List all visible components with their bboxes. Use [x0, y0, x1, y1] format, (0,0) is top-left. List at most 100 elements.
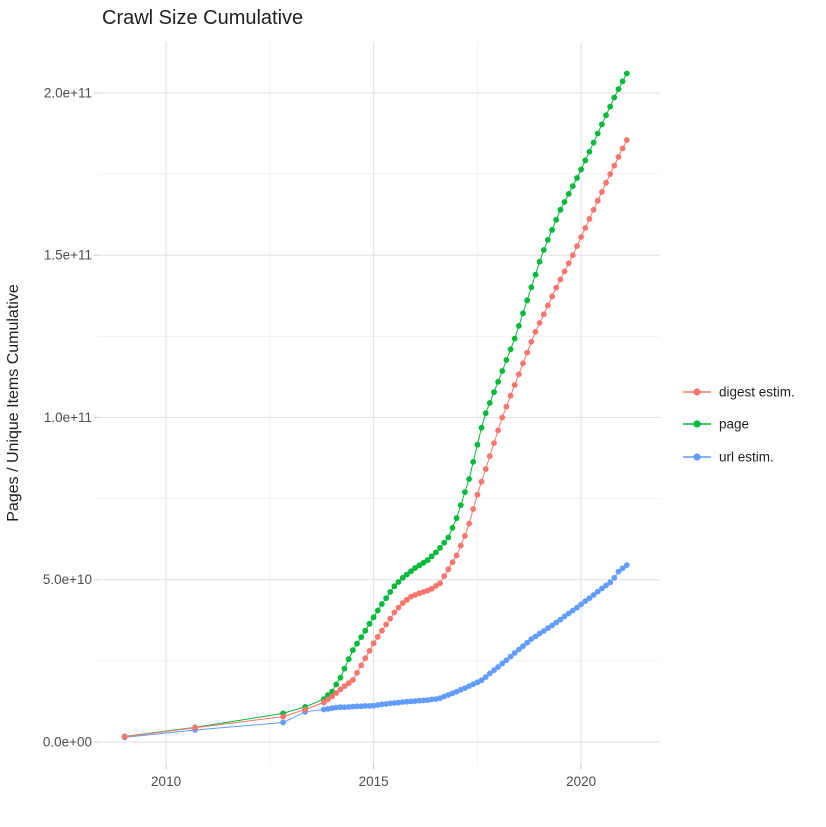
- data-point-page: [603, 112, 609, 119]
- data-point-url-estim: [623, 562, 630, 568]
- data-point-url-estim: [619, 565, 626, 572]
- x-tick-label: 2020: [566, 774, 596, 789]
- data-point-digest-estim: [503, 403, 510, 410]
- data-point-digest-estim: [428, 585, 435, 592]
- data-point-digest-estim: [453, 552, 460, 559]
- data-point-digest-estim: [383, 621, 389, 628]
- data-point-url-estim: [511, 650, 518, 656]
- data-point-digest-estim: [532, 328, 539, 335]
- data-point-digest-estim: [619, 145, 626, 152]
- data-point-digest-estim: [586, 216, 593, 222]
- data-point-digest-estim: [379, 627, 385, 634]
- data-point-url-estim: [578, 601, 584, 608]
- data-point-url-estim: [553, 619, 560, 626]
- data-point-digest-estim: [470, 506, 477, 512]
- data-point-url-estim: [280, 719, 286, 726]
- data-point-page: [391, 583, 398, 590]
- data-point-page: [399, 574, 406, 581]
- data-point-url-estim: [574, 604, 580, 611]
- data-point-digest-estim: [524, 349, 531, 356]
- data-point-digest-estim: [362, 655, 369, 662]
- y-tick-label: 0.0e+00: [43, 734, 92, 749]
- data-point-url-estim: [354, 703, 360, 710]
- y-tick-label: 5.0e+10: [43, 572, 92, 587]
- data-point-digest-estim: [507, 392, 514, 399]
- data-point-digest-estim: [192, 724, 199, 731]
- data-point-url-estim: [516, 646, 522, 653]
- data-point-digest-estim: [354, 669, 360, 676]
- data-point-url-estim: [379, 701, 385, 708]
- data-point-digest-estim: [603, 179, 609, 186]
- data-point-page: [561, 199, 568, 205]
- data-point-page: [345, 656, 352, 663]
- data-point-page: [569, 183, 576, 190]
- data-point-page: [366, 620, 373, 627]
- data-point-page: [491, 389, 497, 395]
- data-point-url-estim: [532, 633, 539, 640]
- data-point-digest-estim: [395, 604, 402, 611]
- data-point-digest-estim: [482, 466, 489, 472]
- data-point-digest-estim: [466, 520, 472, 527]
- data-point-digest-estim: [499, 414, 506, 421]
- data-point-url-estim: [482, 674, 489, 680]
- data-point-digest-estim: [121, 733, 128, 740]
- data-point-digest-estim: [599, 189, 605, 195]
- data-point-digest-estim: [366, 647, 373, 654]
- data-point-digest-estim: [374, 633, 381, 640]
- data-point-page: [395, 579, 402, 585]
- data-point-digest-estim: [441, 573, 448, 579]
- data-point-digest-estim: [341, 683, 348, 689]
- data-point-page: [428, 553, 435, 560]
- data-point-url-estim: [565, 610, 572, 617]
- data-point-url-estim: [499, 660, 506, 667]
- y-axis-title: Pages / Unique Items Cumulative: [5, 284, 22, 522]
- data-point-url-estim: [333, 704, 340, 711]
- data-point-page: [532, 271, 539, 278]
- data-point-page: [549, 227, 555, 233]
- data-point-digest-estim: [491, 440, 497, 446]
- data-point-digest-estim: [320, 699, 327, 706]
- data-point-digest-estim: [325, 696, 331, 703]
- data-point-page: [486, 400, 493, 406]
- data-point-page: [478, 424, 485, 431]
- data-point-page: [457, 502, 464, 508]
- data-point-digest-estim: [445, 566, 452, 573]
- data-point-url-estim: [486, 670, 493, 677]
- legend-item-page: page: [683, 417, 749, 432]
- data-point-url-estim: [586, 595, 593, 602]
- data-point-page: [441, 539, 448, 546]
- data-point-url-estim: [345, 704, 352, 710]
- data-point-url-estim: [615, 568, 622, 575]
- data-point-url-estim: [599, 585, 605, 592]
- y-tick-label: 1.5e+11: [44, 248, 92, 263]
- data-point-digest-estim: [399, 600, 406, 606]
- x-tick-label: 2015: [359, 774, 389, 789]
- legend-item-label: page: [719, 417, 749, 432]
- data-point-digest-estim: [337, 686, 344, 693]
- data-point-digest-estim: [557, 276, 564, 283]
- data-point-url-estim: [341, 704, 348, 711]
- y-tick-label: 1.0e+11: [44, 410, 92, 425]
- data-point-digest-estim: [302, 706, 308, 713]
- data-point-digest-estim: [574, 243, 580, 250]
- data-point-page: [607, 103, 614, 110]
- data-point-page: [599, 121, 605, 128]
- data-point-page: [590, 139, 597, 146]
- data-point-url-estim: [478, 677, 485, 684]
- data-point-digest-estim: [478, 478, 485, 485]
- data-point-page: [520, 310, 526, 317]
- data-point-page: [354, 640, 360, 647]
- data-point-digest-estim: [462, 533, 468, 539]
- data-point-digest-estim: [333, 690, 340, 696]
- data-point-digest-estim: [350, 677, 356, 683]
- data-point-page: [383, 595, 389, 602]
- data-point-page: [387, 589, 394, 595]
- data-point-page: [507, 346, 514, 353]
- data-point-url-estim: [607, 579, 614, 586]
- data-point-digest-estim: [358, 662, 365, 669]
- data-point-page: [482, 410, 489, 417]
- data-point-digest-estim: [549, 293, 555, 300]
- data-point-digest-estim: [582, 225, 589, 231]
- data-point-url-estim: [557, 616, 564, 623]
